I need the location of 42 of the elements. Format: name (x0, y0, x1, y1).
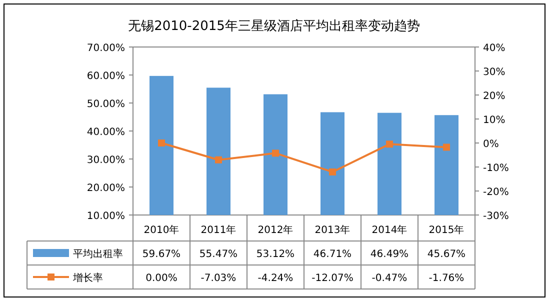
y2-tick-label: -20% (483, 187, 509, 198)
y-tick-label: 50.00% (86, 99, 125, 110)
point (272, 150, 279, 157)
data-label: 55.47% (199, 249, 238, 260)
x-tick-label: 2013年 (314, 224, 350, 236)
y2-tick-label: 20% (483, 91, 506, 102)
x-tick-label: 2011年 (200, 224, 236, 236)
y-tick-label: 40.00% (86, 127, 125, 138)
y-tick-label: 30.00% (86, 155, 125, 166)
x-tick-label: 2014年 (372, 224, 408, 236)
y2-tick-label: 0% (483, 139, 499, 150)
data-label: -0.47% (372, 273, 408, 284)
y2-tick-label: 10% (483, 115, 506, 126)
point (329, 168, 336, 176)
data-label: 45.67% (427, 249, 466, 260)
point (386, 140, 393, 148)
data-label: 53.12% (256, 249, 295, 260)
y-tick-label: 60.00% (86, 71, 125, 82)
y2-tick-label: -30% (483, 211, 509, 222)
y2-tick-label: -10% (483, 163, 509, 174)
x-tick-label: 2015年 (428, 224, 464, 236)
x-tick-label: 2010年 (144, 224, 180, 236)
data-label: -1.76% (428, 273, 464, 284)
data-label: -4.24% (258, 273, 294, 284)
data-label: -12.07% (312, 273, 354, 284)
y2-tick-label: 30% (483, 67, 506, 78)
point (443, 144, 450, 151)
y-tick-label: 10.00% (86, 211, 125, 222)
data-label: 59.67% (142, 249, 181, 260)
chart-title: 无锡2010-2015年三星级酒店平均出租率变动趋势 (128, 18, 420, 34)
legend-label: 平均出租率 (73, 248, 123, 260)
x-tick-label: 2012年 (258, 224, 294, 236)
data-label: 0.00% (146, 273, 178, 284)
legend-label: 增长率 (72, 272, 103, 284)
data-label: 46.71% (313, 249, 352, 260)
data-label: -7.03% (200, 273, 236, 284)
data-label: 46.49% (370, 249, 409, 260)
y2-tick-label: 40% (483, 43, 506, 54)
point (215, 156, 222, 164)
point (158, 140, 165, 146)
y-tick-label: 70.00% (86, 43, 125, 54)
y-tick-label: 20.00% (86, 183, 125, 194)
